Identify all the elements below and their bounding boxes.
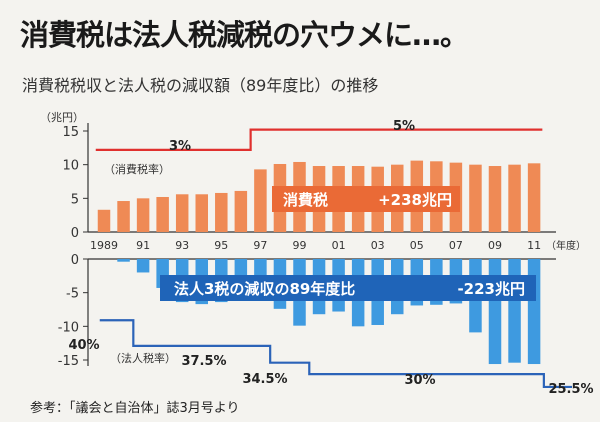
x-tick-label: 95: [214, 239, 228, 252]
x-tick-label: 97: [253, 239, 267, 252]
corporate-tax-annotation-box: [160, 275, 536, 301]
consumption-rate-label: 5%: [393, 119, 415, 134]
corporate-tax-decline-bar: [488, 259, 502, 365]
x-tick-label: 93: [175, 239, 189, 252]
x-tick-label: 99: [293, 239, 307, 252]
corporate-tax-decline-bar: [136, 259, 150, 273]
consumption-tax-bar: [234, 190, 248, 232]
x-tick-label: 1989: [90, 239, 118, 252]
x-tick-label: 01: [332, 239, 346, 252]
corporate-tax-decline-bar: [527, 259, 541, 365]
x-tick-label: 07: [449, 239, 463, 252]
corporate-tax-annotation-name: 法人3税の減収の89年度比: [174, 280, 355, 298]
corporate-rate-label: 25.5%: [548, 382, 593, 397]
headline: 消費税は法人税減税の穴ウメに…。: [20, 18, 469, 52]
consumption-tax-bar: [195, 194, 208, 232]
consumption-rate-label: 3%: [169, 139, 191, 154]
x-unit-label: （年度）: [546, 239, 586, 252]
lower-y-tick-label: -10: [58, 320, 79, 335]
consumption-tax-bar: [527, 163, 541, 232]
consumption-rate-series-label: （消費税率）: [104, 162, 170, 176]
corporate-rate-series-label: （法人税率）: [110, 351, 176, 365]
consumption-tax-bar: [469, 164, 482, 232]
consumption-tax-bar: [97, 209, 111, 232]
corporate-tax-rate-line: [99, 319, 572, 389]
consumption-tax-bar: [117, 201, 130, 232]
consumption-tax-bar: [215, 192, 228, 232]
lower-y-tick-label: 0: [71, 253, 79, 268]
upper-y-tick-label: 10: [62, 159, 79, 174]
x-tick-label: 11: [527, 239, 541, 252]
upper-y-tick-label: 5: [71, 192, 79, 207]
corporate-rate-label: 30%: [404, 373, 435, 388]
corporate-tax-decline-bar: [117, 259, 130, 262]
source-note: 参考：「議会と自治体」誌3月号より: [30, 401, 240, 416]
consumption-tax-annotation-value: +238兆円: [378, 191, 452, 209]
corporate-tax-annotation-value: -223兆円: [457, 280, 525, 298]
x-tick-label: 91: [136, 239, 150, 252]
consumption-tax-bar: [156, 196, 169, 232]
consumption-tax-bar: [254, 169, 267, 232]
consumption-tax-rate-line: [95, 128, 543, 151]
lower-y-tick-label: -15: [58, 354, 79, 369]
upper-y-tick-label: 15: [62, 125, 79, 140]
corporate-rate-label: 37.5%: [181, 354, 226, 369]
upper-y-tick-label: 0: [71, 226, 79, 241]
consumption-tax-bar: [175, 194, 189, 232]
consumption-tax-bar: [136, 198, 150, 232]
corporate-rate-label: 40%: [68, 338, 99, 353]
consumption-tax-bar: [488, 166, 502, 232]
lower-y-tick-label: -5: [66, 287, 79, 302]
corporate-tax-decline-bar: [508, 259, 521, 363]
x-tick-label: 09: [488, 239, 502, 252]
upper-y-unit-label: （兆円）: [40, 111, 84, 124]
subtitle: 消費税税収と法人税の減収額（89年度比）の推移: [22, 76, 379, 95]
consumption-tax-bar: [508, 164, 521, 232]
x-tick-label: 05: [410, 239, 424, 252]
consumption-tax-annotation-box: [272, 186, 460, 212]
x-tick-label: 03: [371, 239, 385, 252]
consumption-tax-annotation-name: 消費税: [283, 191, 328, 209]
corporate-rate-label: 34.5%: [242, 372, 287, 387]
